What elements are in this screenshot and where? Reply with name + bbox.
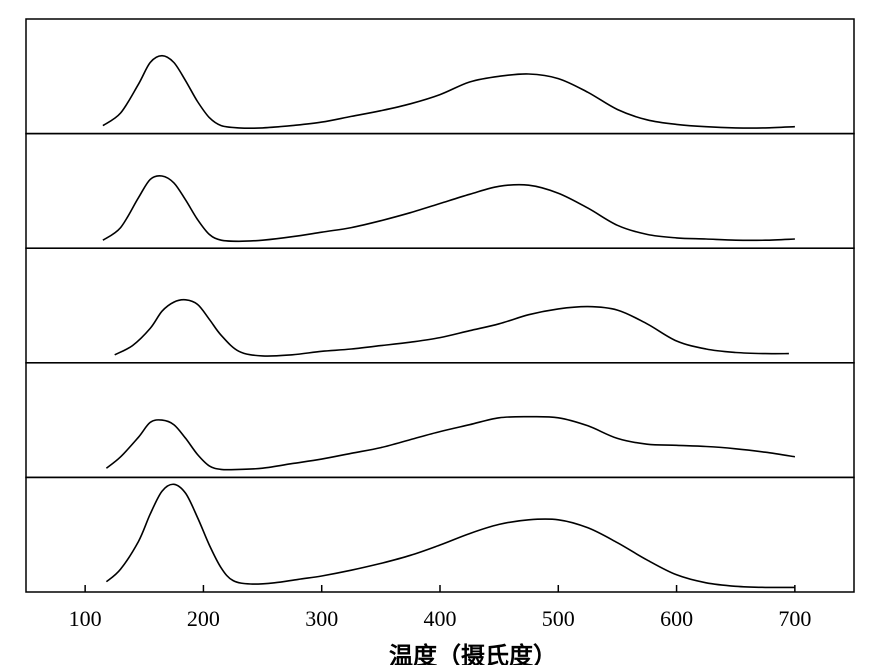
panel-1-frame bbox=[25, 18, 855, 135]
panel-3 bbox=[25, 247, 855, 364]
panel-5-frame bbox=[25, 476, 855, 593]
panel-2-frame bbox=[25, 132, 855, 249]
x-tick-label-100: 100 bbox=[69, 606, 102, 631]
panel-4-frame bbox=[25, 362, 855, 479]
x-tick-label-400: 400 bbox=[424, 606, 457, 631]
x-tick-label-500: 500 bbox=[542, 606, 575, 631]
panel-3-series-line bbox=[114, 298, 789, 357]
x-tick-label-600: 600 bbox=[660, 606, 693, 631]
panels bbox=[25, 18, 855, 593]
panel-1 bbox=[25, 18, 855, 135]
x-tick-label-700: 700 bbox=[778, 606, 811, 631]
x-axis: 100 200 300 400 500 600 700 bbox=[69, 585, 811, 631]
panel-2 bbox=[25, 132, 855, 249]
x-tick-label-300: 300 bbox=[305, 606, 338, 631]
panel-4-series-line bbox=[105, 415, 796, 471]
panel-4 bbox=[25, 362, 855, 479]
panel-5 bbox=[25, 476, 855, 593]
panel-2-series-line bbox=[102, 174, 795, 243]
panel-1-series-line bbox=[102, 54, 795, 129]
x-tick-label-200: 200 bbox=[187, 606, 220, 631]
x-axis-label: 温度（摄氏度） bbox=[389, 642, 557, 665]
panel-5-series-line bbox=[105, 483, 795, 589]
panel-3-frame bbox=[25, 247, 855, 364]
